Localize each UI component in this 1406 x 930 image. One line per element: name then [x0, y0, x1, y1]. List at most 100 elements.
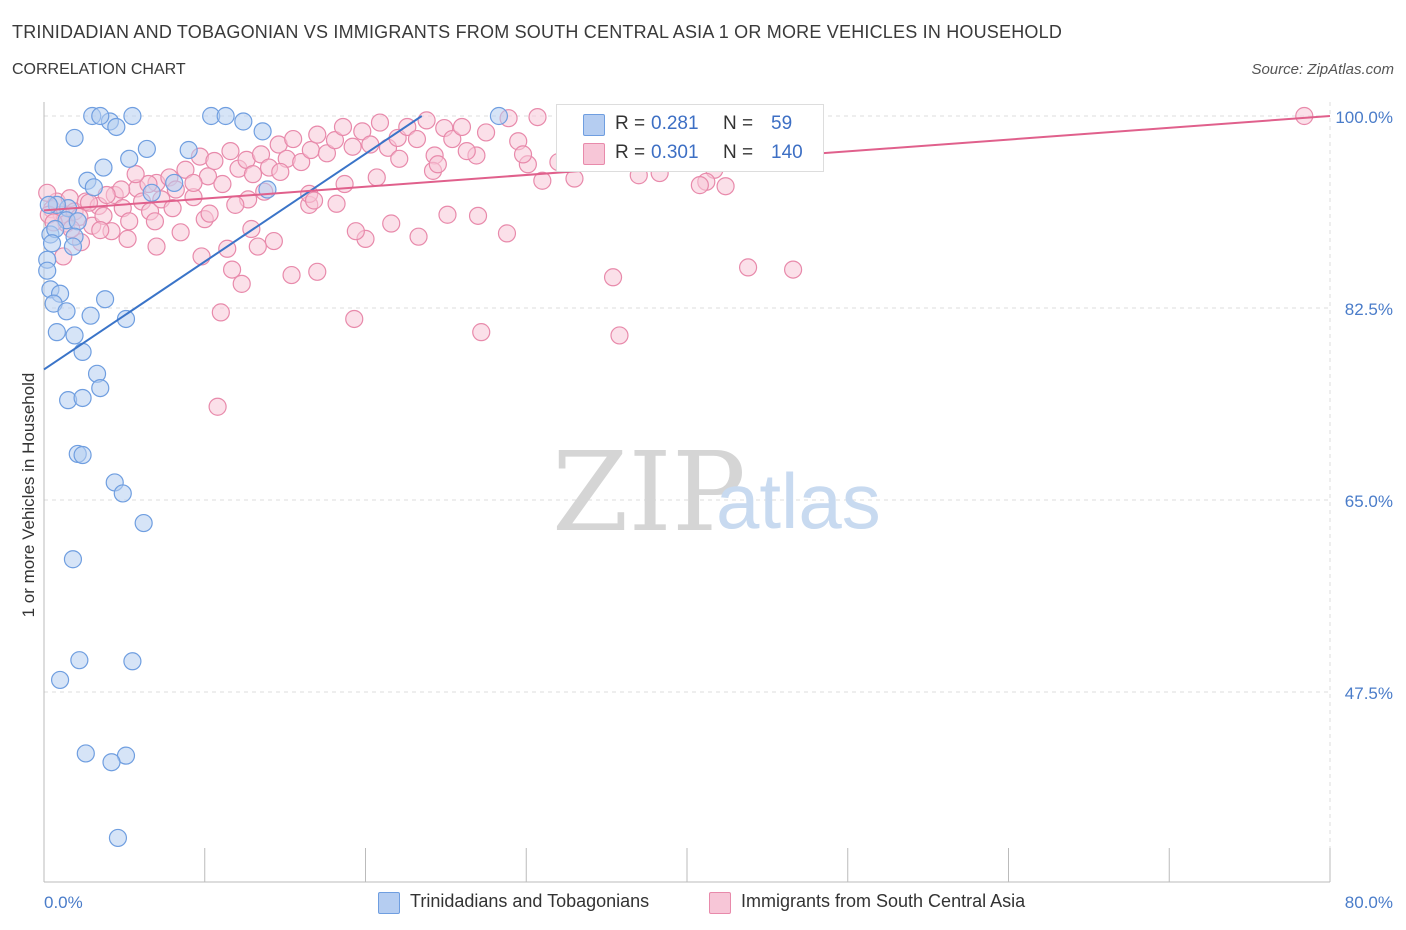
- legend-label-trinidadians: Trinidadians and Tobagonians: [410, 891, 650, 911]
- data-point-trinidadians: [38, 261, 57, 280]
- data-point-trinidadians: [73, 388, 92, 408]
- legend-r-label: R =: [615, 113, 646, 134]
- data-point-trinidadians: [165, 173, 184, 193]
- data-point-immigrants: [301, 140, 320, 160]
- x-ticks: [43, 848, 1331, 882]
- data-point-trinidadians: [84, 178, 103, 197]
- data-point-trinidadians: [63, 550, 83, 569]
- data-point-immigrants: [417, 111, 436, 130]
- data-point-immigrants: [79, 193, 99, 212]
- data-point-immigrants: [325, 131, 345, 150]
- data-point-trinidadians: [123, 106, 142, 126]
- legend-row-trinidadians: R = 0.281 N = 59: [557, 110, 823, 140]
- correlation-legend: R = 0.281 N = 59 R = 0.301 N = 140: [556, 104, 824, 172]
- data-point-trinidadians: [91, 106, 110, 126]
- data-point-trinidadians: [258, 180, 277, 199]
- data-point-immigrants: [200, 204, 219, 223]
- data-point-trinidadians: [137, 139, 156, 159]
- data-point-immigrants: [407, 129, 427, 149]
- data-point-immigrants: [409, 227, 428, 246]
- data-point-immigrants: [382, 214, 401, 233]
- data-point-immigrants: [163, 199, 182, 218]
- data-point-trinidadians: [134, 513, 153, 533]
- legend-row-immigrants: R = 0.301 N = 140: [557, 139, 823, 169]
- chart-subtitle: CORRELATION CHART: [12, 61, 186, 78]
- data-point-immigrants: [251, 145, 271, 164]
- legend-n-value: 59: [771, 113, 793, 134]
- data-point-immigrants: [304, 191, 324, 210]
- data-point-trinidadians: [113, 484, 132, 503]
- y-tick-label: 47.5%: [1345, 684, 1393, 703]
- data-point-immigrants: [213, 174, 232, 194]
- source-credit: Source: ZipAtlas.com: [1251, 61, 1394, 78]
- y-axis-label: 1 or more Vehicles in Household: [19, 373, 38, 618]
- data-point-trinidadians: [94, 158, 113, 177]
- data-point-trinidadians: [73, 342, 92, 361]
- legend-swatch-blue: [583, 114, 605, 136]
- legend-n-label: N =: [723, 113, 754, 134]
- data-point-trinidadians: [123, 652, 142, 671]
- data-point-immigrants: [317, 144, 337, 163]
- data-point-immigrants: [783, 260, 803, 279]
- data-point-trinidadians: [120, 149, 139, 168]
- data-point-immigrants: [147, 237, 166, 256]
- data-point-immigrants: [292, 152, 311, 172]
- x-tick-label-min: 0.0%: [44, 893, 83, 912]
- data-point-immigrants: [457, 142, 476, 161]
- data-point-trinidadians: [95, 290, 115, 309]
- data-point-trinidadians: [91, 378, 110, 398]
- data-point-trinidadians: [63, 237, 83, 256]
- chart-title: TRINIDADIAN AND TOBAGONIAN VS IMMIGRANTS…: [12, 22, 1063, 42]
- data-point-immigrants: [192, 247, 211, 266]
- data-point-immigrants: [91, 221, 110, 240]
- data-point-immigrants: [282, 265, 301, 285]
- data-point-immigrants: [716, 177, 735, 196]
- data-point-immigrants: [120, 212, 139, 231]
- data-point-immigrants: [533, 171, 552, 190]
- y-tick-labels: 100.0% 82.5% 65.0% 47.5%: [1335, 108, 1393, 703]
- watermark-zip: ZIP: [552, 428, 746, 556]
- data-point-trinidadians: [234, 112, 253, 131]
- data-point-immigrants: [243, 165, 263, 184]
- data-point-immigrants: [367, 168, 386, 187]
- data-point-trinidadians: [57, 302, 76, 321]
- data-point-immigrants: [468, 206, 488, 225]
- data-point-immigrants: [264, 231, 283, 251]
- data-point-immigrants: [171, 223, 190, 242]
- data-point-trinidadians: [81, 306, 100, 325]
- legend-r-value: 0.281: [651, 113, 699, 134]
- data-point-immigrants: [226, 195, 245, 214]
- data-point-trinidadians: [42, 234, 62, 253]
- data-point-trinidadians: [65, 326, 84, 345]
- data-point-trinidadians: [65, 128, 84, 148]
- data-point-immigrants: [390, 149, 409, 168]
- data-point-trinidadians: [108, 828, 128, 848]
- data-point-trinidadians: [73, 445, 92, 465]
- data-point-immigrants: [345, 309, 364, 329]
- y-tick-label: 65.0%: [1345, 492, 1393, 511]
- data-point-immigrants: [335, 174, 354, 194]
- data-point-immigrants: [333, 117, 353, 137]
- series-trinidadians-points: [38, 106, 509, 848]
- legend-swatch-blue: [378, 892, 400, 914]
- data-point-immigrants: [176, 160, 195, 179]
- data-point-trinidadians: [253, 122, 272, 141]
- legend-r-label: R =: [615, 142, 646, 163]
- data-point-immigrants: [738, 258, 758, 277]
- data-point-trinidadians: [102, 753, 121, 772]
- data-point-immigrants: [126, 165, 145, 184]
- data-point-immigrants: [221, 142, 240, 161]
- y-tick-label: 100.0%: [1335, 108, 1393, 127]
- data-point-immigrants: [452, 117, 472, 137]
- data-point-immigrants: [443, 129, 462, 149]
- series-immigrants-points: [38, 106, 1314, 416]
- data-point-immigrants: [343, 137, 362, 156]
- data-point-trinidadians: [216, 106, 235, 126]
- data-point-immigrants: [232, 274, 251, 293]
- data-point-trinidadians: [76, 744, 95, 763]
- trend-line-trinidadians: [43, 115, 423, 371]
- data-point-immigrants: [528, 107, 547, 127]
- data-point-immigrants: [472, 323, 491, 342]
- data-point-trinidadians: [70, 651, 89, 670]
- legend-swatch-pink: [583, 143, 605, 165]
